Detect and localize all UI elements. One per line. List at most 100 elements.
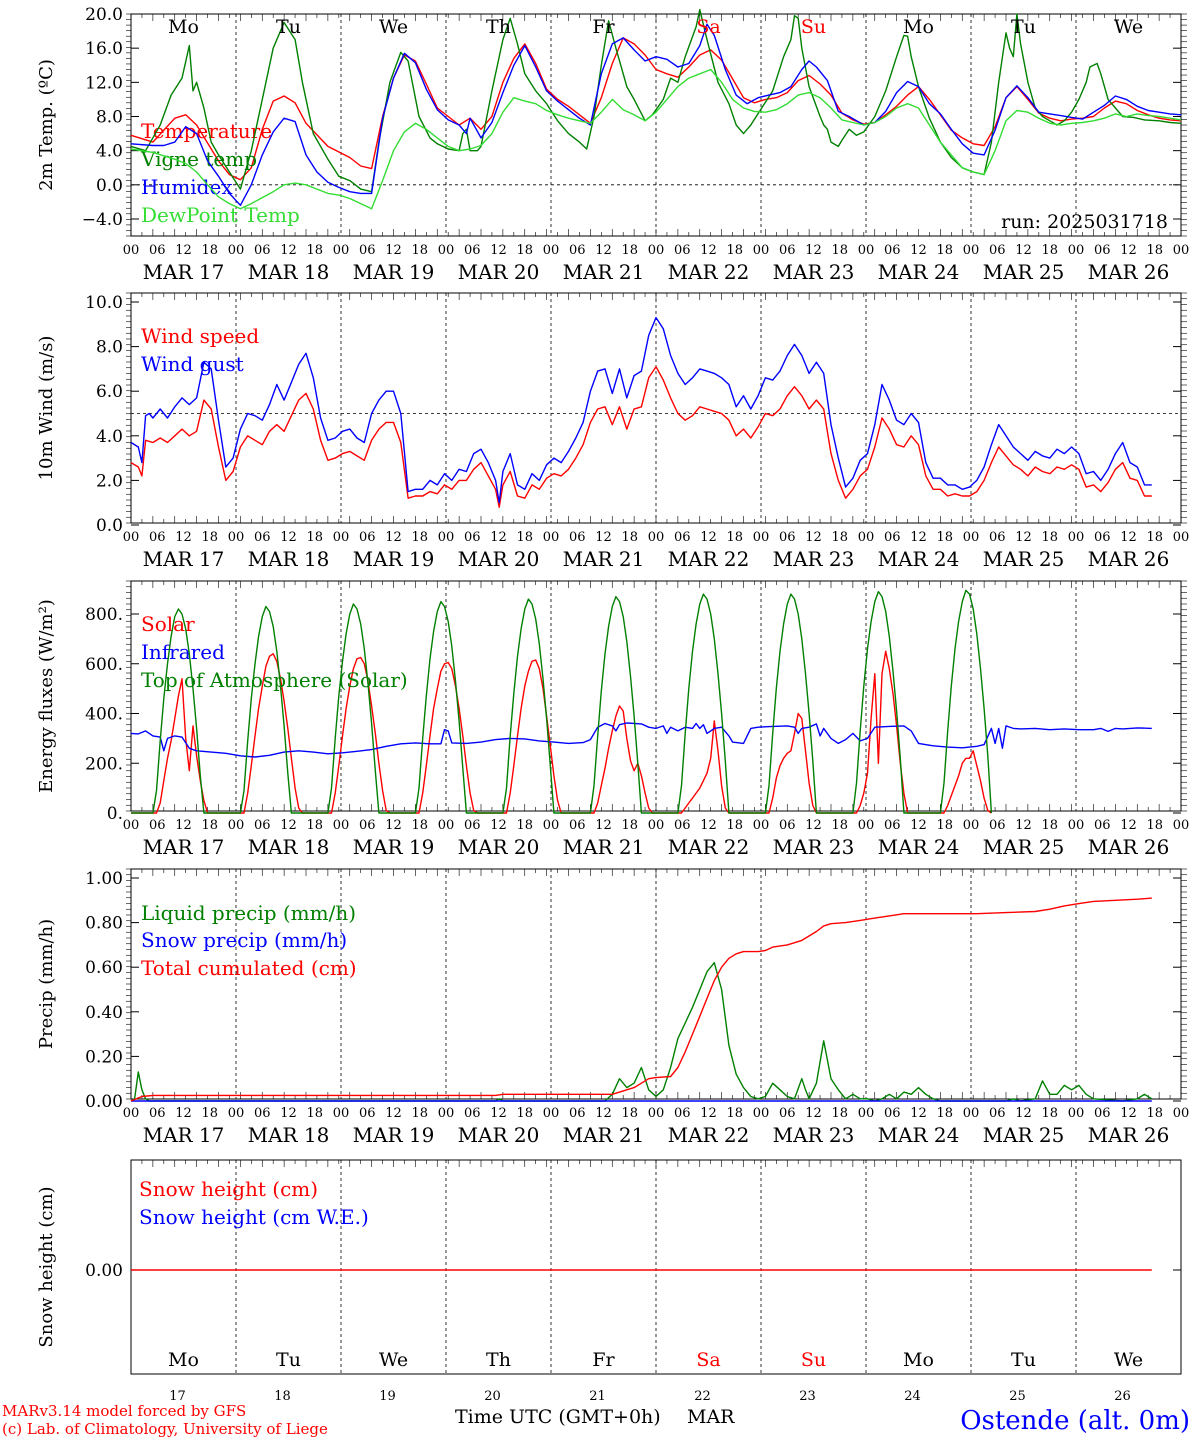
y-tick-label: 0.80 xyxy=(85,914,123,934)
weekday-label-bottom: Fr xyxy=(592,1349,615,1371)
hour-label: 06 xyxy=(989,1106,1006,1121)
hour-label: 06 xyxy=(359,1106,376,1121)
date-label: MAR 17 xyxy=(143,260,225,284)
hour-label: 18 xyxy=(831,818,848,833)
hour-label: 18 xyxy=(411,1106,428,1121)
series-line-wind-gust xyxy=(130,316,1152,504)
weekday-label-top: Sa xyxy=(696,16,720,38)
y-tick-label: 1.00 xyxy=(85,869,123,889)
y-tick-label: 2.0 xyxy=(96,471,123,491)
hour-label: 06 xyxy=(569,818,586,833)
hour-label: 18 xyxy=(1041,818,1058,833)
y-tick-label: 600. xyxy=(85,655,123,675)
date-label: MAR 19 xyxy=(353,260,435,284)
hour-label: 12 xyxy=(175,530,192,545)
hour-label: 12 xyxy=(700,243,717,258)
hour-label: 00 xyxy=(438,243,455,258)
hour-label: 18 xyxy=(726,243,743,258)
hour-label: 06 xyxy=(779,243,796,258)
hour-label: 12 xyxy=(910,818,927,833)
hour-label: 18 xyxy=(306,530,323,545)
y-tick-label: 12.0 xyxy=(85,73,123,93)
weekday-label-bottom: Mo xyxy=(168,1349,199,1371)
hour-label: 18 xyxy=(411,818,428,833)
date-label: MAR 17 xyxy=(143,1123,225,1147)
date-label: MAR 18 xyxy=(248,1123,330,1147)
date-label: MAR 26 xyxy=(1088,835,1170,859)
day-number-label: 17 xyxy=(169,1389,186,1404)
hour-label: 18 xyxy=(1146,530,1163,545)
y-tick-label: 8.0 xyxy=(96,338,123,358)
y-tick-label: 0.40 xyxy=(85,1003,123,1023)
y-tick-label: 10.0 xyxy=(85,293,123,313)
hour-label: 12 xyxy=(595,1106,612,1121)
legend-entry: Top of Atmosphere (Solar) xyxy=(141,668,408,692)
hour-label: 00 xyxy=(333,530,350,545)
hour-label: 18 xyxy=(1041,530,1058,545)
station-label: Ostende (alt. 0m) xyxy=(960,1406,1190,1436)
hour-label: 00 xyxy=(228,530,245,545)
day-number-label: 25 xyxy=(1009,1389,1026,1404)
hour-label: 18 xyxy=(936,530,953,545)
hour-label: 00 xyxy=(858,243,875,258)
hour-label: 00 xyxy=(543,243,560,258)
hour-label: 06 xyxy=(569,1106,586,1121)
hour-label: 18 xyxy=(516,530,533,545)
hour-label: 00 xyxy=(963,243,980,258)
hour-label: 18 xyxy=(411,243,428,258)
day-number-label: 22 xyxy=(694,1389,711,1404)
weekday-label-top: Th xyxy=(486,16,511,38)
day-number-label: 18 xyxy=(274,1389,291,1404)
hour-label: 18 xyxy=(306,243,323,258)
weekday-label-bottom: Sa xyxy=(696,1349,720,1371)
hour-label: 18 xyxy=(306,818,323,833)
hour-label: 06 xyxy=(569,530,586,545)
series-line-total-cumulated-cm- xyxy=(130,897,1152,1102)
hour-label: 06 xyxy=(1094,818,1111,833)
legend-entry: Liquid precip (mm/h) xyxy=(141,901,356,925)
y-tick-label: 4.0 xyxy=(96,427,123,447)
hour-label: 00 xyxy=(858,1106,875,1121)
weekday-label-bottom: Su xyxy=(801,1349,826,1371)
weekday-label-top: Mo xyxy=(903,16,934,38)
date-label: MAR 24 xyxy=(878,1123,960,1147)
hour-label: 12 xyxy=(1015,243,1032,258)
hour-label: 18 xyxy=(831,1106,848,1121)
hour-label: 12 xyxy=(1120,243,1137,258)
hour-label: 06 xyxy=(674,1106,691,1121)
hour-label: 18 xyxy=(726,530,743,545)
date-label: MAR 26 xyxy=(1088,260,1170,284)
hour-label: 00 xyxy=(1068,818,1085,833)
hour-label: 06 xyxy=(674,530,691,545)
date-label: MAR 18 xyxy=(248,835,330,859)
hour-label: 00 xyxy=(1173,530,1190,545)
y-axis-label: Energy fluxes (W/m²) xyxy=(36,599,57,793)
legend-entry: Snow precip (mm/h) xyxy=(141,928,347,952)
y-tick-label: 0.0 xyxy=(96,176,123,196)
hour-label: 12 xyxy=(175,818,192,833)
hour-label: 06 xyxy=(149,243,166,258)
hour-label: 00 xyxy=(543,530,560,545)
hour-label: 06 xyxy=(254,243,271,258)
hour-label: 06 xyxy=(149,818,166,833)
legend-entry: DewPoint Temp xyxy=(141,203,300,227)
hour-label: 18 xyxy=(831,243,848,258)
legend-entry: Vigne temp xyxy=(140,147,257,171)
series-line-vigne-temp xyxy=(130,8,1182,193)
y-tick-label: 0.60 xyxy=(85,958,123,978)
hour-label: 00 xyxy=(753,530,770,545)
y-tick-label: 8.0 xyxy=(96,108,123,128)
hour-label: 00 xyxy=(228,818,245,833)
hour-label: 18 xyxy=(936,243,953,258)
hour-label: 06 xyxy=(1094,243,1111,258)
hour-label: 06 xyxy=(884,243,901,258)
panel-4: 1.00 0.80 0.60 0.40 0.20 0.00 Precip (mm/h) Liq… xyxy=(36,868,1189,1147)
legend-entry: Humidex xyxy=(141,175,233,199)
panel-5: 0.00 Snow height (cm) Snow height (cm) Snow… xyxy=(36,1159,1182,1375)
date-label: MAR 17 xyxy=(143,835,225,859)
day-number-label: 19 xyxy=(379,1389,396,1404)
weekday-label-bottom: Mo xyxy=(903,1349,934,1371)
hour-label: 06 xyxy=(779,1106,796,1121)
hour-label: 18 xyxy=(621,243,638,258)
day-number-label: 23 xyxy=(799,1389,816,1404)
